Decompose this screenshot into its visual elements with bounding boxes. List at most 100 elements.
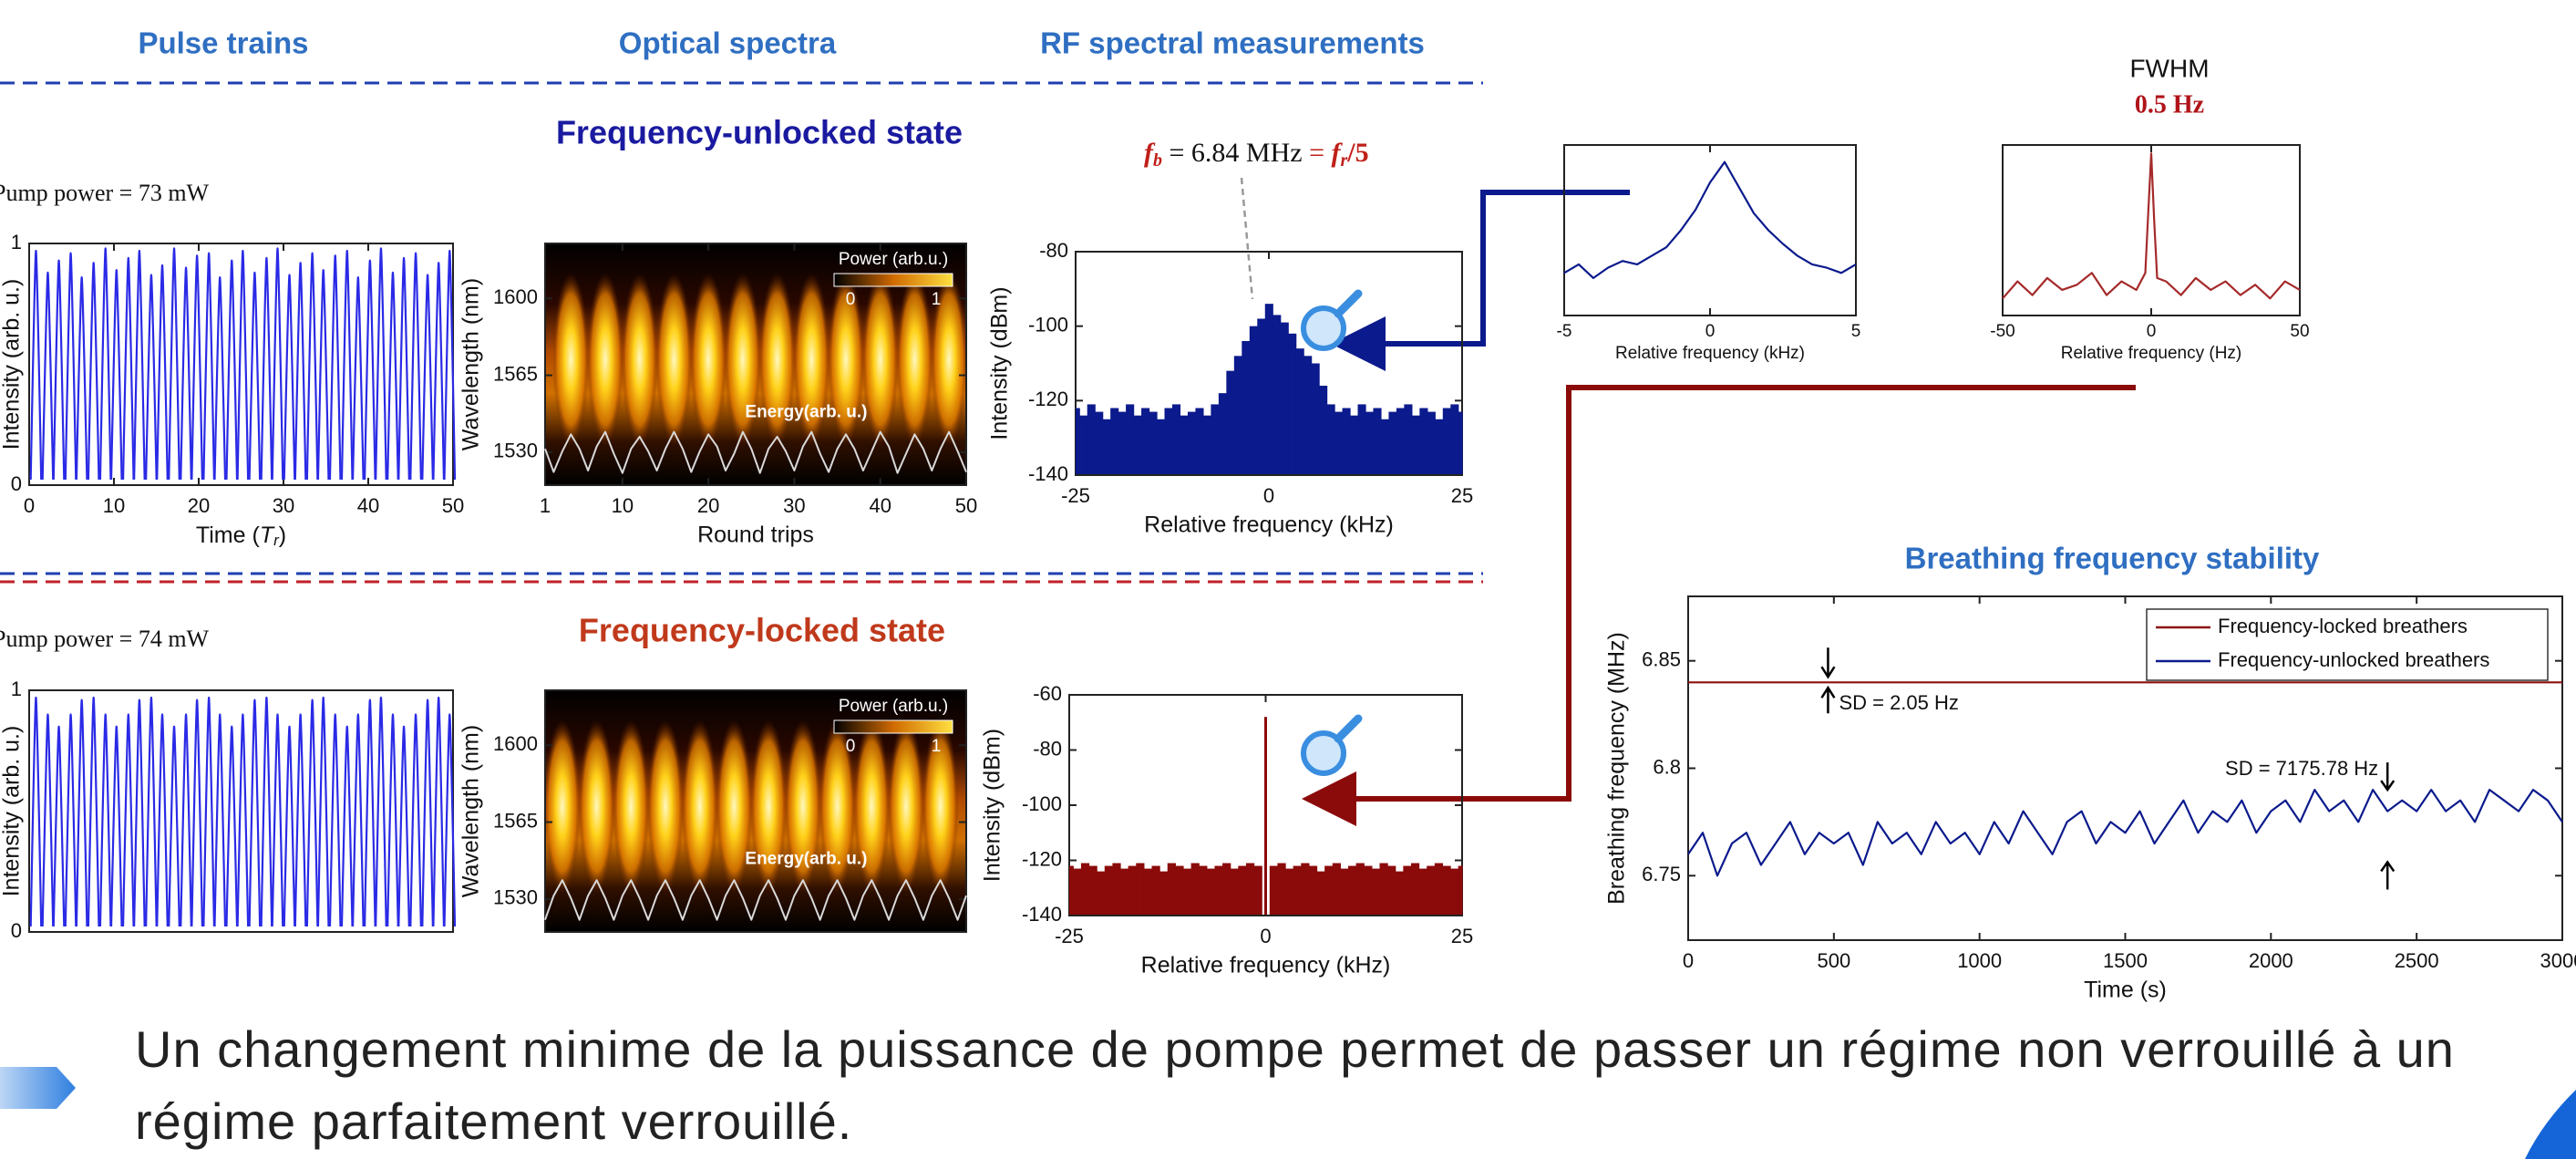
pulse (305, 699, 319, 927)
x-tick-label: 10 (103, 494, 125, 517)
x-tick-label: 1000 (1957, 949, 2002, 972)
x-tick-label: 5 (1851, 322, 1861, 341)
spectrum-bar (1450, 404, 1459, 474)
pulse (328, 713, 342, 927)
caption-line: Un changement minime de la puissance de … (135, 1020, 2455, 1078)
energy-label: Energy(arb. u.) (745, 403, 867, 422)
pump-power: Pump power = 73 mW (0, 180, 210, 206)
x-tick-label: 25 (1451, 484, 1473, 507)
pulse (87, 696, 100, 927)
spectrum-bar (1214, 865, 1223, 915)
pulse (156, 264, 169, 481)
spectrum-bar (1199, 865, 1208, 915)
pulse (283, 725, 296, 927)
annotation-part: f (1332, 138, 1344, 168)
heatmap-blob (724, 272, 761, 447)
x-axis-label: Relative frequency (Hz) (2061, 344, 2242, 363)
spectrum-bar (1180, 415, 1189, 474)
y-axis-label: Intensity (dBm) (980, 729, 1005, 882)
data-line (544, 879, 967, 921)
spectrum-bar (1342, 408, 1351, 474)
state-title: Frequency-unlocked state (556, 114, 963, 151)
x-tick-label: 1 (540, 494, 551, 517)
y-axis-label: Breathing frequency (MHz) (1604, 632, 1630, 905)
pulse (121, 713, 135, 927)
pulse (397, 256, 410, 481)
y-tick-label: 1530 (493, 440, 538, 462)
x-axis-label: Relative frequency (kHz) (1144, 512, 1394, 538)
pulse (225, 725, 239, 927)
x-tick-label: 40 (869, 494, 891, 517)
data-line (1687, 789, 2563, 877)
pulse (109, 269, 123, 481)
zoom-arrow (1302, 385, 2136, 826)
spectrum-bar (1324, 865, 1334, 915)
heatmap-blob (587, 272, 623, 447)
spectrum-bar (1206, 868, 1216, 915)
x-tick-label: 50 (442, 494, 464, 517)
spectrum-bar (1410, 863, 1420, 915)
data-line (2002, 152, 2301, 300)
spectrum-bar (1301, 863, 1310, 915)
x-tick-label: 3000 (2540, 949, 2576, 972)
spectrum-bar (1411, 415, 1420, 474)
y-tick-label: -120 (1022, 847, 1062, 870)
pulse (421, 699, 434, 927)
pulse (397, 725, 410, 927)
spectrum-bar (1348, 865, 1357, 915)
column-header: Optical spectra (619, 26, 837, 60)
spectrum-bar (1080, 863, 1090, 915)
spectrum-bar (1396, 408, 1405, 474)
spectrum-bar (1365, 411, 1375, 474)
spectrum-bar (1120, 868, 1129, 915)
x-tick-label: 20 (697, 494, 719, 517)
spectrum-bar (1249, 326, 1258, 474)
spectrum-bar (1076, 408, 1080, 474)
pulse (133, 249, 146, 481)
x-tick-label: 1500 (2103, 949, 2148, 972)
x-axis-label: Time (Tr) (196, 523, 286, 550)
pulse (213, 275, 227, 481)
spectrum-bar (1069, 865, 1074, 915)
spectrum-bar (1371, 868, 1381, 915)
spectrum-bar (1311, 363, 1320, 474)
data-line (1563, 160, 1857, 279)
heatmap-blob (819, 719, 856, 894)
colorbar-label: Power (arb.u.) (839, 697, 948, 716)
pulse (29, 696, 43, 927)
spectrum-bar (1332, 863, 1341, 915)
heatmap-blob (896, 272, 933, 447)
spectrum-bar (1151, 865, 1160, 915)
x-tick-label: -5 (1557, 322, 1572, 341)
colorbar-tick-label: 1 (932, 737, 942, 756)
spectrum-bar (1112, 863, 1121, 915)
spectrum-bar (1190, 863, 1200, 915)
data-line (544, 430, 967, 474)
spectrum-bar (1218, 393, 1227, 474)
pulse (225, 259, 239, 481)
annotation-part: f (1144, 138, 1156, 168)
y-axis-label: Intensity (dBm) (987, 286, 1013, 440)
pulse (305, 252, 319, 481)
spectrum-bar (1442, 865, 1451, 915)
pulse (283, 274, 296, 481)
x-tick-label: 2500 (2395, 949, 2439, 972)
column-header: RF spectral measurements (1040, 26, 1425, 60)
spectrum-bar (1355, 863, 1365, 915)
corner-decoration (2525, 1090, 2576, 1159)
pulse (168, 725, 180, 927)
pulse (260, 696, 273, 927)
spectrum-bar (1172, 404, 1181, 474)
y-tick-label: 1565 (493, 809, 538, 832)
magnifier-icon (1301, 714, 1363, 776)
legend-label: Frequency-unlocked breathers (2218, 648, 2489, 671)
x-tick-label: -25 (1055, 925, 1084, 947)
x-tick-label: 30 (273, 494, 294, 517)
spectrum-bar (1164, 408, 1173, 474)
pulse (98, 247, 112, 481)
heatmap-blob (853, 719, 891, 894)
x-tick-label: 0 (1683, 949, 1694, 972)
x-tick-label: -25 (1061, 484, 1090, 507)
pulse (236, 713, 250, 927)
annotation-part: b (1153, 150, 1162, 171)
